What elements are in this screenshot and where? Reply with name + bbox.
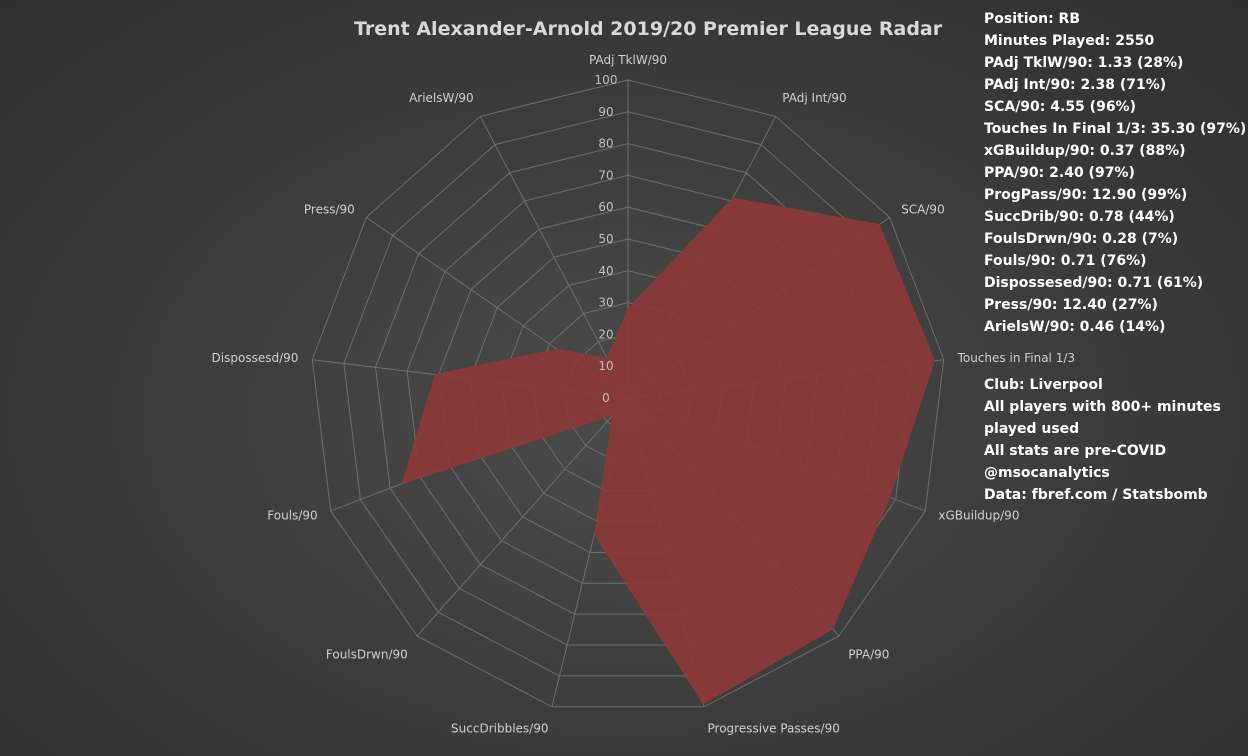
- stat-line: PAdj Int/90: 2.38 (71%): [984, 77, 1167, 93]
- stat-line: Touches In Final 1/3: 35.30 (97%): [984, 121, 1247, 137]
- grid-ring: [311, 79, 945, 708]
- category-label: Dispossesd/90: [212, 351, 299, 365]
- stat-line: SuccDrib/90: 0.78 (44%): [984, 209, 1175, 225]
- category-label: PAdj TklW/90: [589, 53, 667, 67]
- stat-line: Press/90: 12.40 (27%): [984, 297, 1158, 313]
- info-line: Data: fbref.com / Statsbomb: [984, 487, 1208, 503]
- tick-label: 50: [598, 232, 613, 246]
- category-label: ArielsW/90: [409, 91, 474, 105]
- info-line: @msocanalytics: [984, 465, 1110, 481]
- category-label: xGBuildup/90: [938, 509, 1019, 523]
- tick-label: 80: [598, 137, 613, 151]
- tick-label: 40: [598, 264, 613, 278]
- stat-line: ArielsW/90: 0.46 (14%): [984, 319, 1166, 335]
- stat-line: Dispossesed/90: 0.71 (61%): [984, 275, 1204, 291]
- stat-line: Fouls/90: 0.71 (76%): [984, 253, 1147, 269]
- stat-line: PAdj TklW/90: 1.33 (28%): [984, 55, 1184, 71]
- stat-line: Minutes Played: 2550: [984, 33, 1155, 49]
- grid-spoke: [416, 397, 629, 637]
- tick-label: 30: [598, 296, 613, 310]
- stat-line: Position: RB: [984, 11, 1081, 27]
- category-label: Progressive Passes/90: [708, 721, 840, 735]
- category-label: SuccDribbles/90: [451, 721, 548, 735]
- stat-line: xGBuildup/90: 0.37 (88%): [984, 143, 1186, 159]
- chart-title: Trent Alexander-Arnold 2019/20 Premier L…: [354, 18, 943, 40]
- tick-label: 60: [598, 200, 613, 214]
- tick-label: 0: [602, 391, 610, 405]
- stat-line: FoulsDrwn/90: 0.28 (7%): [984, 231, 1179, 247]
- tick-label: 20: [598, 327, 613, 341]
- category-label: PAdj Int/90: [782, 91, 846, 105]
- info-line: Club: Liverpool: [984, 377, 1103, 393]
- tick-label: 100: [595, 73, 618, 87]
- radar-area-layer: [401, 197, 935, 705]
- category-label: FoulsDrwn/90: [326, 648, 408, 662]
- info-line: All players with 800+ minutes played use…: [984, 399, 1221, 437]
- tick-label: 70: [598, 168, 613, 182]
- category-label: Fouls/90: [267, 509, 317, 523]
- category-label: Touches in Final 1/3: [957, 351, 1075, 365]
- stat-line: ProgPass/90: 12.90 (99%): [984, 187, 1188, 203]
- category-label: PPA/90: [848, 648, 889, 662]
- stat-line: PPA/90: 2.40 (97%): [984, 165, 1135, 181]
- stats-panel: Position: RB Minutes Played: 2550 PAdj Tkl…: [984, 8, 1246, 338]
- radar-area: [401, 197, 935, 705]
- tick-label: 90: [598, 105, 613, 119]
- radar-axis-labels: PAdj TklW/90 PAdj Int/90 SCA/90 Touches in …: [212, 53, 1075, 735]
- tick-label: 10: [598, 359, 613, 373]
- info-line: All stats are pre-COVID: [984, 443, 1167, 459]
- grid-spoke: [479, 116, 629, 399]
- category-label: SCA/90: [901, 202, 945, 216]
- category-label: Press/90: [304, 202, 355, 216]
- radar-tick-labels: 0 10 20 30 40 50 60 70 80 90 100: [595, 73, 618, 405]
- stat-line: SCA/90: 4.55 (96%): [984, 99, 1136, 115]
- info-panel: Club: Liverpool All players with 800+ min…: [984, 374, 1234, 506]
